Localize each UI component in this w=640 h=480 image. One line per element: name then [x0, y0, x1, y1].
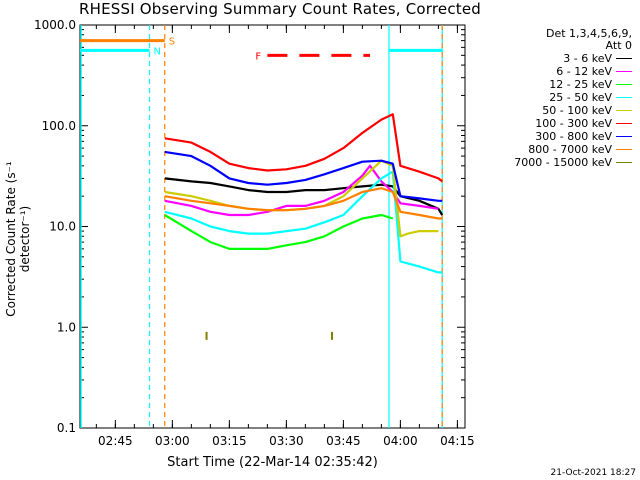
legend-entry-label: 12 - 25 keV — [549, 78, 612, 91]
y-tick-label: 0.1 — [57, 421, 76, 435]
legend-swatch — [616, 58, 632, 59]
x-tick-label: 03:45 — [326, 434, 361, 448]
legend-entry: 25 - 50 keV — [482, 91, 632, 104]
legend-entry-label: 25 - 50 keV — [549, 91, 612, 104]
legend-swatch — [616, 162, 632, 163]
series-line — [164, 187, 443, 220]
legend-entry-label: 50 - 100 keV — [542, 104, 612, 117]
legend-entry-label: 100 - 300 keV — [535, 117, 612, 130]
legend: Det 1,3,4,5,6,9, Att 0 3 - 6 keV 6 - 12 k… — [482, 28, 632, 169]
y-tick-label: 10.0 — [49, 220, 76, 234]
series-line — [164, 213, 394, 250]
legend-entry-label: 7000 - 15000 keV — [514, 156, 612, 169]
legend-swatch — [616, 149, 632, 150]
x-tick-label: 03:00 — [155, 434, 190, 448]
y-tick-label: 1.0 — [57, 320, 76, 334]
x-tick-label: 04:15 — [440, 434, 475, 448]
legend-entry: 50 - 100 keV — [482, 104, 632, 117]
plot-frame — [79, 24, 466, 429]
y-tick-label: 100.0 — [42, 119, 76, 133]
legend-entry-label: 300 - 800 keV — [535, 130, 612, 143]
legend-entry: 7000 - 15000 keV — [482, 156, 632, 169]
flag-label: S — [169, 37, 175, 48]
flag-label: N — [154, 46, 161, 57]
legend-swatch — [616, 136, 632, 137]
y-axis-label: Corrected Count Rate (s⁻¹ detector⁻¹) — [4, 161, 32, 317]
y-tick-label: 1000.0 — [34, 18, 76, 32]
legend-entry: 800 - 7000 keV — [482, 143, 632, 156]
series-line — [164, 150, 443, 202]
legend-swatch — [616, 84, 632, 85]
legend-entry: 12 - 25 keV — [482, 78, 632, 91]
x-axis-label: Start Time (22-Mar-14 02:35:42) — [167, 455, 378, 470]
x-tick-label: 02:45 — [98, 434, 133, 448]
legend-entry: 6 - 12 keV — [482, 65, 632, 78]
x-tick-label: 03:15 — [212, 434, 247, 448]
x-tick-label: 03:30 — [269, 434, 304, 448]
legend-swatch — [616, 123, 632, 124]
flag-label: F — [255, 51, 261, 62]
series-line — [164, 113, 443, 183]
x-tick-label: 04:00 — [383, 434, 418, 448]
legend-entry-label: 3 - 6 keV — [563, 52, 612, 65]
legend-header-line-2: Att 0 — [605, 39, 632, 52]
legend-entry-label: 6 - 12 keV — [556, 65, 612, 78]
series-line — [164, 170, 443, 274]
legend-header-line-1: Det 1,3,4,5,6,9, — [545, 27, 632, 40]
chart-title: RHESSI Observing Summary Count Rates, Co… — [78, 0, 481, 18]
legend-entry: 300 - 800 keV — [482, 130, 632, 143]
legend-swatch — [616, 71, 632, 72]
legend-swatch — [616, 110, 632, 111]
generation-timestamp: 21-Oct-2021 18:27 — [550, 468, 636, 478]
legend-swatch — [616, 97, 632, 98]
legend-entry: 100 - 300 keV — [482, 117, 632, 130]
legend-entry: 3 - 6 keV — [482, 52, 632, 65]
legend-entry-label: 800 - 7000 keV — [528, 143, 612, 156]
